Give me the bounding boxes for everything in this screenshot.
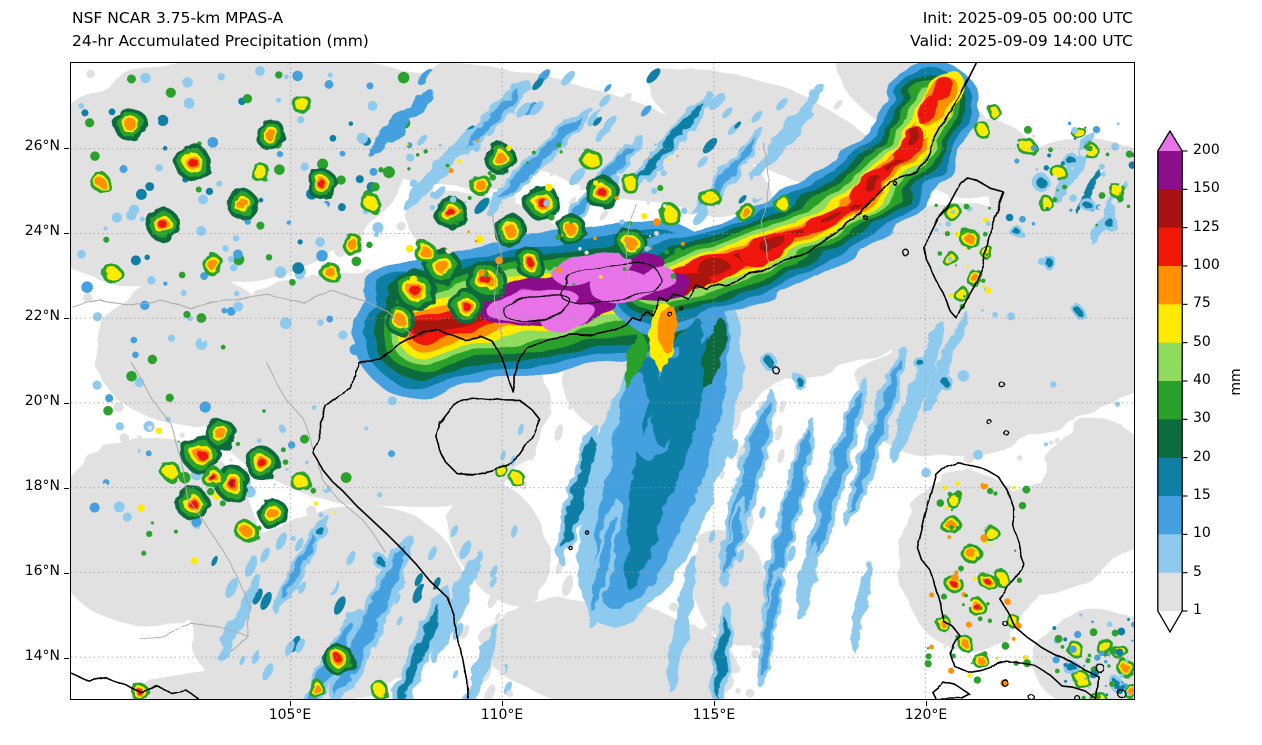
colorbar-tick-label: 150 <box>1193 180 1220 197</box>
colorbar-unit-label: mm <box>1228 368 1244 396</box>
colorbar: mm 200 150 125 100 75 50 40 30 20 15 10 5 1 <box>1155 130 1262 645</box>
lat-tick-mark <box>64 318 69 320</box>
lat-tick-label: 18°N <box>24 478 60 494</box>
colorbar-bar <box>1157 130 1188 634</box>
figure-header-right: Init: 2025-09-05 00:00 UTC Valid: 2025-0… <box>733 7 1133 53</box>
colorbar-tick-label: 10 <box>1193 525 1211 542</box>
lat-tick-mark <box>64 658 69 660</box>
lat-tick-label: 26°N <box>24 138 60 154</box>
colorbar-tick-label: 100 <box>1193 257 1220 273</box>
lat-tick-label: 16°N <box>24 563 60 579</box>
precip-field-svg <box>71 63 1134 699</box>
init-time-label: Init: 2025-09-05 00:00 UTC <box>922 9 1133 27</box>
figure-title: NSF NCAR 3.75-km MPAS-A <box>72 9 284 27</box>
map-panel <box>70 62 1135 700</box>
lon-tick-label: 120°E <box>904 707 948 723</box>
colorbar-tick-label: 5 <box>1193 563 1202 580</box>
lon-tick-mark <box>502 701 504 706</box>
lon-tick-mark <box>926 701 928 706</box>
colorbar-tick-label: 50 <box>1193 333 1211 350</box>
lon-tick-label: 110°E <box>480 707 524 723</box>
colorbar-tick-label: 125 <box>1193 218 1220 235</box>
lon-tick-mark <box>290 701 292 706</box>
lat-tick-mark <box>64 233 69 235</box>
lon-tick-label: 115°E <box>692 707 736 723</box>
colorbar-tick-label: 1 <box>1193 602 1202 618</box>
valid-time-label: Valid: 2025-09-09 14:00 UTC <box>910 32 1133 50</box>
lat-tick-label: 14°N <box>24 648 60 664</box>
lat-tick-mark <box>64 573 69 575</box>
coastlines-layer <box>71 63 1126 699</box>
band-fringe-layer <box>612 302 727 471</box>
colorbar-tick-label: 40 <box>1193 372 1211 388</box>
colorbar-tick-label: 15 <box>1193 487 1211 503</box>
convective-cells-layer <box>90 94 1134 699</box>
colorbar-tick-label: 75 <box>1193 295 1211 312</box>
figure-header-left: NSF NCAR 3.75-km MPAS-A 24-hr Accumulate… <box>72 7 369 53</box>
heavy-band-layer <box>352 63 980 400</box>
lat-tick-mark <box>64 488 69 490</box>
lon-tick-mark <box>714 701 716 706</box>
sea-rainband-layer <box>218 80 1127 699</box>
figure-subtitle: 24-hr Accumulated Precipitation (mm) <box>72 32 369 50</box>
lat-tick-label: 20°N <box>24 393 60 409</box>
gridlines <box>71 63 1134 699</box>
lat-tick-label: 22°N <box>24 308 60 324</box>
colorbar-tick-label: 20 <box>1193 448 1211 465</box>
lat-tick-label: 24°N <box>24 223 60 239</box>
colorbar-tick-label: 30 <box>1193 410 1211 427</box>
colorbar-tick-label: 200 <box>1193 142 1220 158</box>
lat-tick-mark <box>64 403 69 405</box>
lat-tick-mark <box>64 148 69 150</box>
lon-tick-label: 105°E <box>268 707 312 723</box>
